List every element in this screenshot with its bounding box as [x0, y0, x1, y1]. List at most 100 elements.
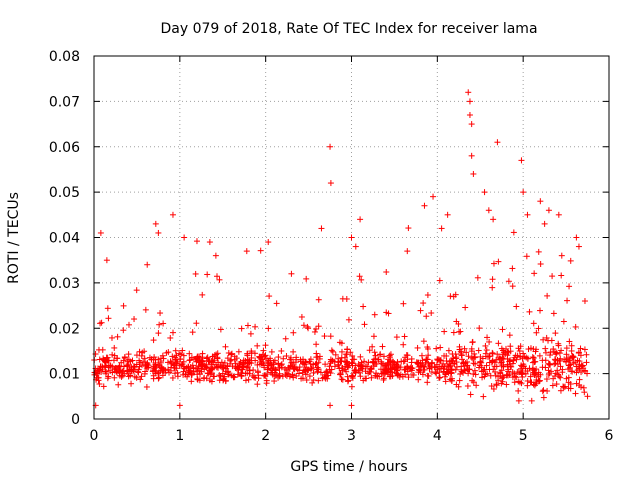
data-point — [504, 352, 511, 359]
data-point — [423, 313, 430, 320]
data-point — [509, 374, 516, 381]
data-point — [225, 349, 232, 356]
data-point — [344, 346, 351, 353]
data-markers — [91, 89, 591, 409]
data-point — [536, 352, 543, 359]
data-point — [309, 379, 316, 386]
data-point — [529, 354, 536, 361]
data-point — [151, 354, 158, 361]
data-point — [386, 354, 393, 361]
data-point — [467, 391, 474, 398]
data-point — [372, 355, 379, 362]
data-point — [560, 383, 567, 390]
data-point — [520, 350, 527, 357]
data-point — [578, 362, 585, 369]
data-point — [252, 323, 259, 330]
data-point — [437, 357, 444, 364]
data-point — [509, 283, 516, 290]
data-point — [558, 347, 565, 354]
data-point — [537, 198, 544, 205]
data-point — [138, 373, 145, 380]
data-point — [109, 351, 116, 358]
data-point — [552, 351, 559, 358]
data-point — [165, 349, 172, 356]
data-point — [193, 320, 200, 327]
data-point — [553, 381, 560, 388]
data-point — [568, 342, 575, 349]
data-point — [287, 363, 294, 370]
data-point — [540, 394, 547, 401]
data-point — [378, 370, 385, 377]
data-point — [526, 308, 533, 315]
data-point — [378, 360, 385, 367]
data-point — [472, 360, 479, 367]
y-tick-label: 0.04 — [49, 231, 80, 247]
data-point — [515, 387, 522, 394]
data-point — [541, 220, 548, 227]
data-point — [156, 321, 163, 328]
data-point — [527, 345, 534, 352]
data-point — [167, 334, 174, 341]
data-point — [307, 356, 314, 363]
data-point — [231, 353, 238, 360]
data-point — [548, 337, 555, 344]
data-point — [155, 369, 162, 376]
data-point — [268, 365, 275, 372]
data-point — [120, 327, 127, 334]
data-point — [282, 335, 289, 342]
data-point — [103, 368, 110, 375]
data-point — [524, 211, 531, 218]
tick-labels: 0 1 2 3 4 5 6 0 0.01 0.02 0.03 0.04 0.05 0.06 0.07 0.08 — [49, 49, 614, 444]
data-point — [263, 355, 270, 362]
data-point — [355, 361, 362, 368]
data-point — [543, 376, 550, 383]
data-point — [271, 378, 278, 385]
data-point — [483, 347, 490, 354]
data-point — [410, 372, 417, 379]
data-point — [563, 351, 570, 358]
data-point — [97, 229, 104, 236]
data-point — [564, 297, 571, 304]
data-point — [469, 338, 476, 345]
data-point — [373, 372, 380, 379]
data-point — [254, 342, 261, 349]
data-point — [105, 315, 112, 322]
data-point — [348, 383, 355, 390]
data-point — [336, 371, 343, 378]
data-point — [357, 353, 364, 360]
data-point — [567, 257, 574, 264]
data-point — [200, 375, 207, 382]
data-point — [208, 378, 215, 385]
data-point — [265, 239, 272, 246]
data-point — [128, 368, 135, 375]
data-point — [401, 333, 408, 340]
data-point — [201, 363, 208, 370]
data-point — [283, 372, 290, 379]
data-point — [339, 376, 346, 383]
data-point — [125, 361, 132, 368]
data-point — [179, 347, 186, 354]
data-point — [235, 367, 242, 374]
data-point — [552, 330, 559, 337]
data-point — [155, 370, 162, 377]
data-point — [489, 276, 496, 283]
data-point — [124, 367, 131, 374]
data-point — [531, 370, 538, 377]
data-point — [349, 352, 356, 359]
data-point — [180, 352, 187, 359]
y-tick-label: 0.03 — [49, 276, 80, 292]
data-point — [509, 265, 516, 272]
data-point — [365, 370, 372, 377]
data-point — [398, 358, 405, 365]
data-point — [188, 378, 195, 385]
data-point — [504, 361, 511, 368]
data-point — [575, 243, 582, 250]
data-point — [304, 367, 311, 374]
data-point — [361, 321, 368, 328]
data-point — [466, 98, 473, 105]
data-point — [129, 357, 136, 364]
data-point — [336, 339, 343, 346]
data-point — [555, 211, 562, 218]
data-point — [542, 349, 549, 356]
data-point — [338, 348, 345, 355]
